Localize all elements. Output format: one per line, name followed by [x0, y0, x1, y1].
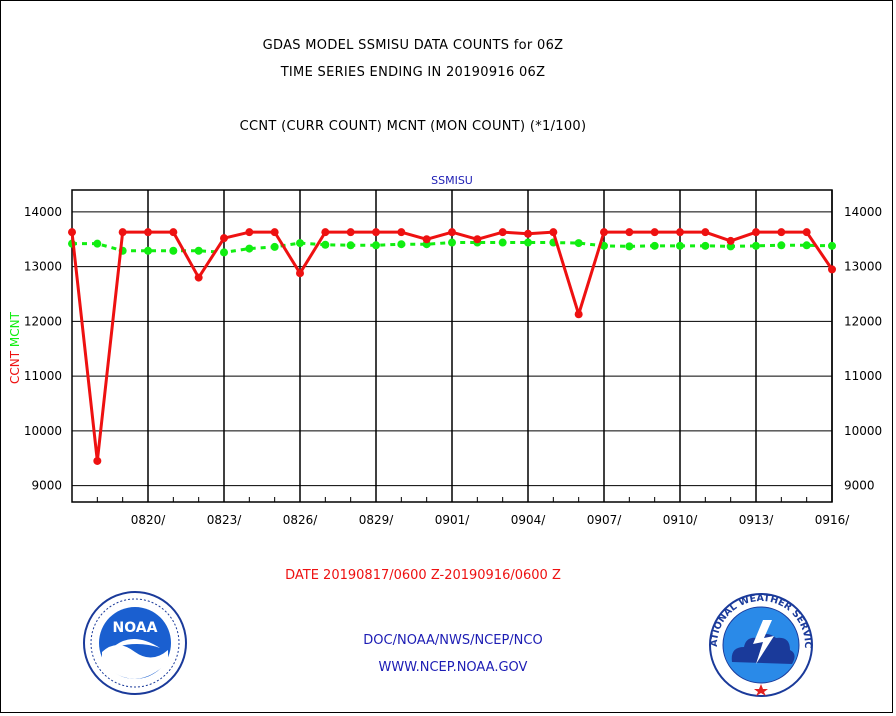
x-tick-label: 0901/	[435, 513, 471, 527]
data-point-ccnt	[245, 228, 254, 237]
data-point-ccnt	[296, 269, 304, 278]
y-tick-label-left: 11000	[24, 369, 62, 383]
x-tick-label: 0907/	[587, 513, 623, 527]
data-point-mcnt	[372, 241, 380, 250]
data-point-ccnt	[321, 228, 330, 237]
x-tick-label: 0820/	[131, 513, 167, 527]
data-point-mcnt	[650, 241, 659, 250]
data-point-ccnt	[726, 236, 735, 245]
data-point-ccnt	[118, 228, 127, 237]
data-point-ccnt	[600, 228, 608, 237]
data-point-mcnt	[194, 246, 203, 255]
data-point-ccnt	[701, 228, 710, 237]
y-tick-label-right: 11000	[844, 369, 882, 383]
data-point-mcnt	[169, 246, 178, 255]
data-point-mcnt	[777, 241, 786, 250]
y-tick-label-left: 13000	[24, 260, 62, 274]
data-point-ccnt	[93, 456, 102, 465]
data-point-ccnt	[169, 228, 178, 237]
x-tick-label: 0826/	[283, 513, 319, 527]
data-point-mcnt	[321, 240, 330, 249]
data-point-ccnt	[422, 235, 431, 244]
date-range-label: DATE 20190817/0600 Z-20190916/0600 Z	[285, 568, 561, 583]
data-point-ccnt	[68, 228, 76, 237]
data-point-mcnt	[676, 241, 684, 250]
y-tick-label-left: 12000	[24, 314, 62, 328]
data-point-ccnt	[828, 265, 836, 274]
noaa-logo: NOAA	[83, 591, 187, 695]
data-point-mcnt	[574, 239, 583, 248]
data-point-ccnt	[270, 228, 279, 237]
y-tick-label-left: 14000	[24, 205, 62, 219]
data-point-mcnt	[397, 240, 406, 249]
data-point-ccnt	[524, 229, 532, 238]
data-point-mcnt	[296, 239, 304, 248]
data-point-mcnt	[828, 241, 836, 250]
data-point-ccnt	[473, 235, 482, 244]
data-point-mcnt	[346, 241, 355, 250]
data-point-mcnt	[726, 242, 735, 251]
header-line-1: GDAS MODEL SSMISU DATA COUNTS for 06Z	[262, 38, 564, 53]
data-point-ccnt	[346, 228, 355, 237]
data-point-ccnt	[549, 228, 558, 237]
data-point-mcnt	[93, 239, 102, 248]
data-point-mcnt	[701, 241, 710, 250]
y-tick-label-left: 9000	[31, 479, 62, 493]
data-point-mcnt	[144, 246, 152, 255]
chart-title: SSMISU	[431, 174, 473, 187]
data-point-ccnt	[220, 234, 228, 243]
data-point-mcnt	[802, 241, 811, 250]
data-point-ccnt	[625, 228, 634, 237]
x-tick-label: 0823/	[207, 513, 243, 527]
data-point-mcnt	[752, 241, 760, 250]
y-tick-label-right: 14000	[844, 205, 882, 219]
noaa-logo-text: NOAA	[113, 620, 158, 636]
y-axis-label-ccnt: CCNT	[8, 350, 22, 384]
data-point-ccnt	[752, 228, 760, 237]
y-axis-label-mcnt: MCNT	[8, 311, 22, 351]
data-point-mcnt	[524, 238, 532, 247]
data-point-mcnt	[220, 248, 228, 257]
data-point-mcnt	[270, 242, 279, 251]
data-point-mcnt	[600, 241, 608, 250]
y-tick-label-right: 10000	[844, 424, 882, 438]
x-tick-label: 0829/	[359, 513, 395, 527]
x-tick-label: 0913/	[739, 513, 775, 527]
x-tick-label: 0910/	[663, 513, 699, 527]
data-point-ccnt	[498, 228, 507, 237]
data-point-ccnt	[194, 273, 203, 282]
data-point-ccnt	[777, 228, 786, 237]
data-point-ccnt	[650, 228, 659, 237]
data-point-mcnt	[498, 238, 507, 247]
data-point-ccnt	[144, 228, 152, 237]
data-point-ccnt	[372, 228, 380, 237]
header-line-2: TIME SERIES ENDING IN 20190916 06Z	[280, 65, 546, 80]
x-tick-label: 0916/	[815, 513, 851, 527]
y-tick-label-left: 10000	[24, 424, 62, 438]
nws-logo: NATIONAL WEATHER SERVICE	[708, 592, 813, 697]
data-point-ccnt	[574, 310, 583, 319]
plot-frame	[71, 189, 833, 503]
data-point-mcnt	[448, 238, 456, 247]
data-counts-chart: 9000 9000 10000 10000 11000 11000 12000 12000 13…	[8, 174, 882, 583]
y-axis-label: CCNT MCNT	[8, 311, 22, 384]
data-point-ccnt	[448, 228, 456, 237]
y-tick-label-right: 13000	[844, 260, 882, 274]
data-point-mcnt	[625, 242, 634, 251]
data-point-ccnt	[802, 228, 811, 237]
data-point-ccnt	[676, 228, 684, 237]
data-point-mcnt	[245, 244, 254, 253]
x-tick-label: 0904/	[511, 513, 547, 527]
y-tick-label-right: 9000	[844, 479, 875, 493]
agency-url: WWW.NCEP.NOAA.GOV	[378, 660, 528, 675]
y-tick-label-right: 12000	[844, 314, 882, 328]
agency-text: DOC/NOAA/NWS/NCEP/NCO	[363, 633, 543, 648]
data-point-ccnt	[397, 228, 406, 237]
header-line-3: CCNT (CURR COUNT) MCNT (MON COUNT) (*1/1…	[239, 119, 587, 134]
